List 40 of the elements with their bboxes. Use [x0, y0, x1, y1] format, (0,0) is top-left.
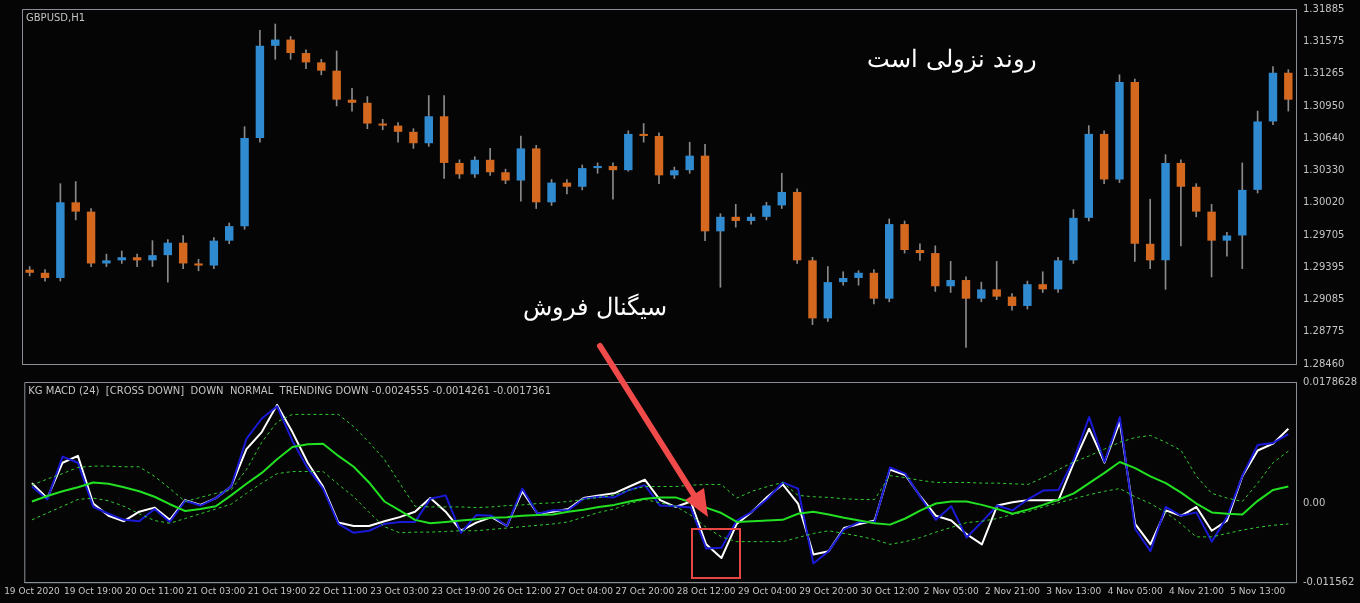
x-tick-label: 28 Oct 12:00: [676, 585, 736, 596]
x-tick-label: 23 Oct 19:00: [431, 585, 491, 596]
chart-title: KG MACD (24) [CROSS DOWN] DOWN NORMAL TRENDING DOWN -0.0024555 -0.0014261 -0.0017361: [28, 384, 552, 396]
x-tick-label: 3 Nov 13:00: [1046, 585, 1102, 596]
x-tick-label: 2 Nov 05:00: [923, 585, 980, 596]
chart-title: GBPUSD,H1: [26, 11, 86, 23]
y-tick-label: 1.29705: [1303, 228, 1345, 240]
x-tick-label: 21 Oct 03:00: [186, 585, 246, 596]
x-tick-label: 27 Oct 04:00: [554, 585, 614, 596]
y-tick-label: 0.00: [1303, 497, 1326, 509]
x-tick-label: 22 Oct 11:00: [309, 585, 368, 596]
x-tick-label: 20 Oct 11:00: [125, 585, 185, 596]
y-tick-label: 1.30950: [1303, 99, 1345, 111]
y-tick-label: 1.29085: [1303, 292, 1345, 304]
y-tick-label: -0.011562: [1303, 575, 1355, 587]
y-tick-label: 1.31885: [1303, 2, 1345, 14]
y-tick-label: 1.30020: [1303, 195, 1345, 207]
x-tick-label: 23 Oct 03:00: [370, 585, 430, 596]
annotation: سیگنال فروش: [523, 293, 668, 322]
x-tick-label: 5 Nov 13:00: [1230, 585, 1286, 596]
y-tick-label: 1.28775: [1303, 324, 1345, 336]
y-tick-label: 1.30330: [1303, 163, 1345, 175]
y-tick-label: 0.0178628: [1303, 375, 1358, 387]
y-tick-label: 1.30640: [1303, 131, 1345, 143]
x-tick-label: 4 Nov 21:00: [1168, 585, 1225, 596]
y-tick-label: 1.29395: [1303, 260, 1345, 272]
x-tick-label: 27 Oct 20:00: [615, 585, 675, 596]
annotation: روند نزولی است: [867, 45, 1037, 74]
x-tick-label: 26 Oct 12:00: [492, 585, 552, 596]
x-tick-label: 19 Oct 2020: [4, 585, 61, 596]
x-tick-label: 30 Oct 12:00: [860, 585, 920, 596]
y-tick-label: 1.31575: [1303, 34, 1345, 46]
x-tick-label: 19 Oct 19:00: [63, 585, 123, 596]
x-tick-label: 29 Oct 20:00: [799, 585, 859, 596]
y-tick-label: 1.28460: [1303, 357, 1345, 369]
x-tick-label: 21 Oct 19:00: [247, 585, 307, 596]
y-tick-label: 1.31265: [1303, 66, 1345, 78]
x-tick-label: 29 Oct 04:00: [738, 585, 798, 596]
x-tick-label: 2 Nov 21:00: [985, 585, 1041, 596]
x-tick-label: 4 Nov 05:00: [1107, 585, 1163, 596]
